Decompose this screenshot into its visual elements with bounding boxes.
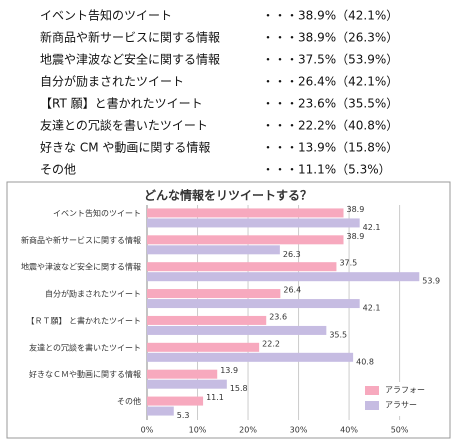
x-tick-label: 0% xyxy=(141,426,154,435)
value-label: 26.3 xyxy=(283,250,301,259)
list-label: 【RT 願】と書かれたツイート xyxy=(40,97,203,111)
legend-swatch xyxy=(365,386,379,395)
bar xyxy=(147,299,360,309)
list-value: ・・・26.4%（42.1%） xyxy=(262,75,398,89)
value-label: 15.8 xyxy=(230,384,248,393)
bar xyxy=(147,235,344,245)
category-label: イベント告知のツイート xyxy=(53,208,141,218)
value-label: 38.9 xyxy=(347,205,365,214)
bar xyxy=(147,406,174,416)
list-value: ・・・11.1%（5.3%） xyxy=(262,163,391,177)
value-label: 26.4 xyxy=(283,286,301,295)
value-label: 42.1 xyxy=(363,304,381,313)
list-label: 友達との冗談を書いたツイート xyxy=(40,118,208,133)
list-value: ・・・38.9%（26.3%） xyxy=(262,31,398,45)
value-label: 5.3 xyxy=(177,411,190,420)
x-tick-label: 40% xyxy=(340,426,358,435)
list-label: 地震や津波など安全に関する情報 xyxy=(40,52,220,67)
legend-label: アラフォー xyxy=(385,386,425,395)
bar xyxy=(147,352,354,362)
x-tick-label: 20% xyxy=(239,426,257,435)
category-label: 新商品や新サービスに関する情報 xyxy=(21,235,141,245)
category-label: 好きなＣＭや動画に関する情報 xyxy=(29,369,141,379)
value-label: 35.5 xyxy=(329,330,347,339)
value-label: 53.9 xyxy=(422,277,440,286)
list-label: 新商品や新サービスに関する情報 xyxy=(40,30,220,45)
list-value: ・・・13.9%（15.8%） xyxy=(262,141,398,155)
category-label: その他 xyxy=(117,396,141,406)
list-value: ・・・23.6%（35.5%） xyxy=(262,97,398,111)
category-label: 友達との冗談を書いたツイート xyxy=(29,342,141,352)
value-label: 40.8 xyxy=(356,357,374,366)
value-label: 11.1 xyxy=(206,393,224,402)
category-label: 【ＲＴ願】 と書かれたツイート xyxy=(26,315,141,325)
bar xyxy=(147,218,360,228)
value-label: 13.9 xyxy=(220,366,238,375)
category-label: 地震や津波など安全に関する情報 xyxy=(21,262,141,272)
category-label: 自分が励まされたツイート xyxy=(45,289,141,299)
list-value: ・・・22.2%（40.8%） xyxy=(262,119,398,133)
bar xyxy=(147,208,344,218)
value-label: 37.5 xyxy=(339,259,357,268)
list-label: 好きな CM や動画に関する情報 xyxy=(40,141,210,155)
bar xyxy=(147,379,227,389)
bar xyxy=(147,289,281,299)
chart-title: どんな情報をリツイートする？ xyxy=(144,188,312,203)
legend-label: アラサー xyxy=(385,401,417,410)
list-label: 自分が励まされたツイート xyxy=(40,74,184,89)
bar xyxy=(147,369,218,379)
list-value: ・・・38.9%（42.1%） xyxy=(262,9,398,23)
value-label: 38.9 xyxy=(347,232,365,241)
bar xyxy=(147,325,327,335)
value-label: 42.1 xyxy=(363,223,381,232)
list-value: ・・・37.5%（53.9%） xyxy=(262,53,398,67)
legend-swatch xyxy=(365,401,379,410)
bar xyxy=(147,262,337,272)
bar xyxy=(147,342,260,352)
list-label: イベント告知のツイート xyxy=(40,9,172,23)
bar xyxy=(147,315,267,325)
value-label: 23.6 xyxy=(269,312,287,321)
value-label: 22.2 xyxy=(262,339,280,348)
bar xyxy=(147,396,204,406)
bar xyxy=(147,272,420,282)
x-tick-label: 50% xyxy=(391,426,409,435)
list-label: その他 xyxy=(40,163,76,177)
bar xyxy=(147,245,280,255)
x-tick-label: 10% xyxy=(189,426,207,435)
x-tick-label: 30% xyxy=(290,426,308,435)
